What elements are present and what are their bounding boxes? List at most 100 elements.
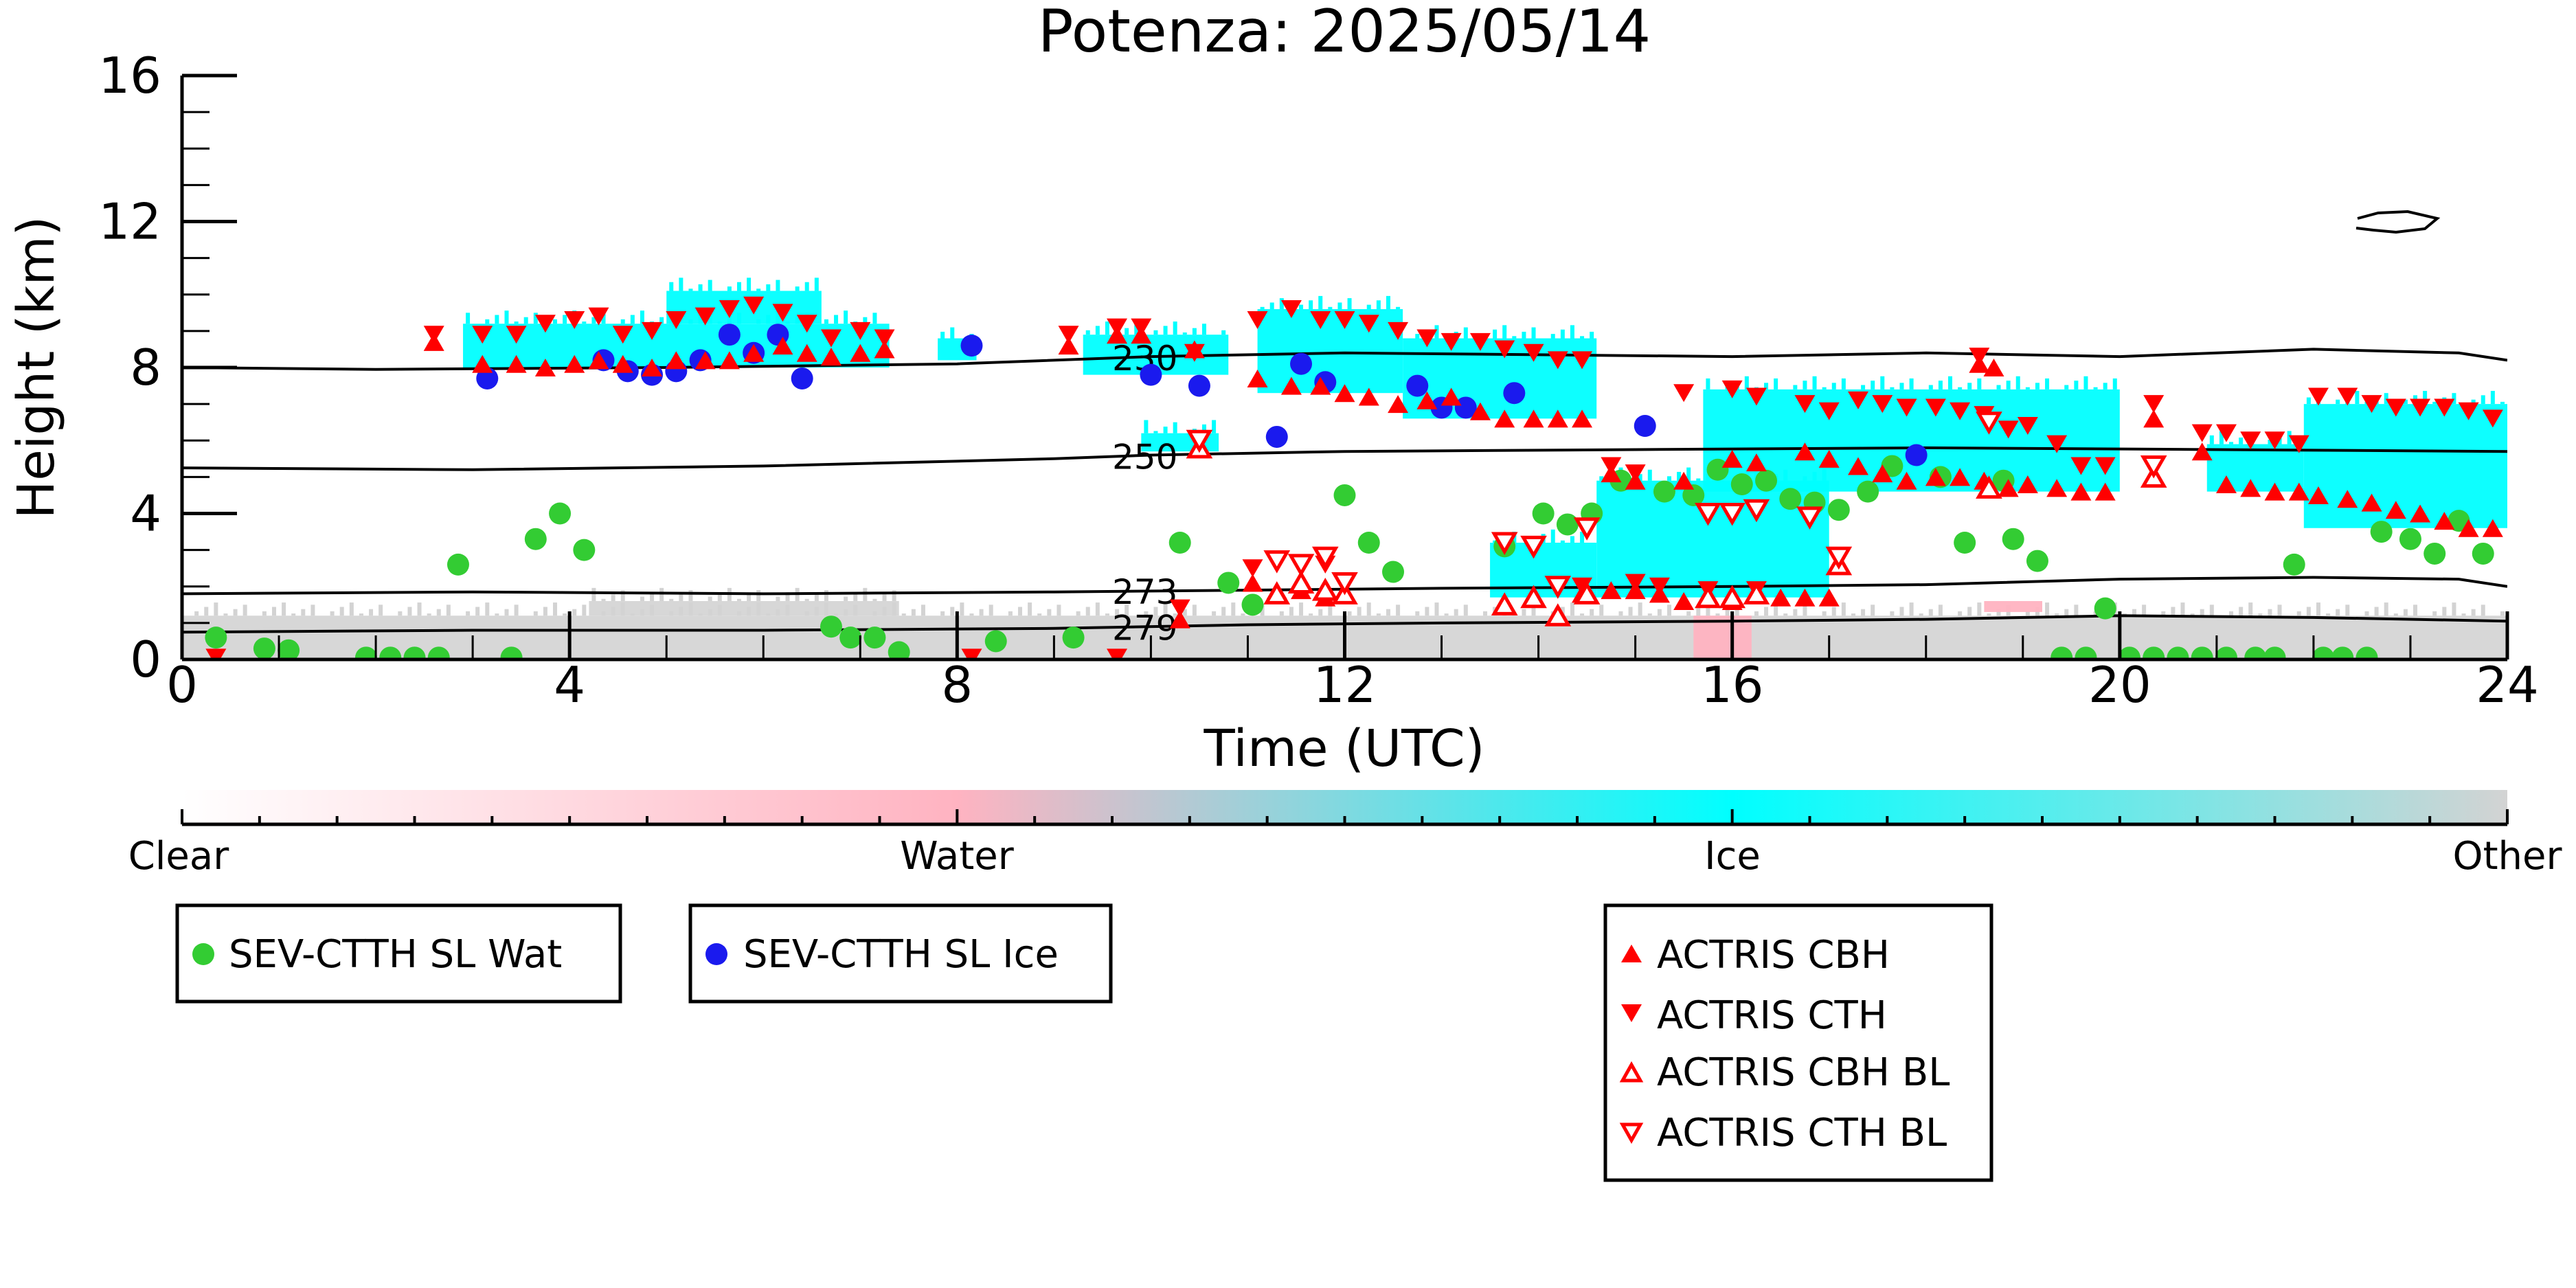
x-tick-label: 20 <box>2088 656 2151 714</box>
x-tick-label: 8 <box>941 656 973 714</box>
actris-cbh-point <box>1673 592 1695 610</box>
actris-cbh-point <box>2191 442 2213 461</box>
sev-ctth-sl-wat-point <box>1382 561 1405 583</box>
actris-cth-point <box>1107 648 1128 659</box>
sev-ctth-sl-wat-point <box>2167 646 2189 659</box>
actris-cbh-point <box>1334 384 1355 403</box>
sev-ctth-sl-wat-point <box>253 637 275 659</box>
actris-cth-bl-point <box>1186 429 1213 453</box>
actris-cth-point <box>2094 457 2116 475</box>
actris-cth-point <box>796 315 817 333</box>
sev-ctth-sl-wat-point <box>888 641 910 659</box>
actris-cth-point <box>2410 398 2431 417</box>
cloud-region-other <box>589 601 899 616</box>
sev-ctth-sl-ice-point <box>476 367 499 389</box>
actris-cth-point <box>1131 318 1152 337</box>
actris-cbh-point <box>2288 482 2309 501</box>
sev-ctth-sl-wat-point <box>2424 542 2446 565</box>
sev-ctth-sl-wat-point <box>820 615 842 638</box>
sev-ctth-sl-ice-point <box>1290 352 1313 375</box>
actris-cth-point <box>472 326 493 344</box>
actris-cbh-bl-point <box>1743 581 1770 605</box>
sev-ctth-sl-wat-point <box>427 646 450 659</box>
sev-ctth-sl-wat-point <box>1241 594 1264 616</box>
actris-cth-point <box>1247 310 1268 329</box>
actris-cbh-point <box>1572 409 1593 428</box>
actris-cbh-point <box>1280 376 1302 395</box>
actris-cbh-bl-point <box>1573 581 1601 605</box>
actris-cbh-point <box>2264 482 2285 501</box>
actris-cbh-point <box>1547 409 1568 428</box>
sev-ctth-sl-wat-point <box>863 626 886 649</box>
actris-cbh-point <box>820 348 841 366</box>
actris-cbh-point <box>1310 376 1331 395</box>
actris-cth-bl-point <box>1311 546 1339 570</box>
actris-cbh-point <box>534 359 556 376</box>
actris-cth-point <box>1388 321 1409 340</box>
actris-cbh-point <box>694 351 716 370</box>
sev-ctth-sl-wat-point <box>2263 646 2286 659</box>
sev-ctth-sl-wat-point <box>2118 646 2140 659</box>
sev-ctth-sl-ice-point <box>791 367 813 389</box>
actris-cbh-point <box>772 337 793 355</box>
x-tick-label: 0 <box>166 656 198 714</box>
actris-cth-point <box>694 307 716 326</box>
sev-ctth-sl-wat-point <box>1779 488 1802 510</box>
actris-cth-point <box>1721 380 1743 398</box>
actris-cth-point <box>564 310 585 329</box>
sev-ctth-sl-wat-point <box>1954 532 1976 554</box>
sev-ctth-sl-ice-point <box>1140 363 1162 386</box>
actris-cbh-bl-point <box>1544 603 1572 626</box>
actris-cth-bl-point <box>1491 532 1518 556</box>
actris-cbh-point <box>1058 337 1079 355</box>
actris-cth-point <box>1601 457 1622 475</box>
actris-cth-point <box>666 310 687 329</box>
sev-ctth-sl-wat-point <box>1857 480 1879 503</box>
actris-cth-point <box>2143 395 2165 414</box>
legend-marker-wat <box>192 943 214 965</box>
sev-ctth-sl-wat-point <box>1881 455 1903 477</box>
actris-cth-point <box>1969 348 1990 366</box>
actris-cbh-bl-point <box>1719 585 1745 609</box>
isotherm-label-279: 279 <box>1112 608 1177 648</box>
actris-cth-bl-point <box>1544 576 1572 599</box>
legend-label: SEV-CTTH SL Ice <box>743 932 1059 977</box>
actris-cbh-point <box>1848 457 1869 475</box>
actris-cth-point <box>1440 332 1462 351</box>
actris-cth-point <box>1872 395 1893 414</box>
legend-marker-cbh <box>1621 945 1642 962</box>
actris-cth-point <box>2240 431 2261 450</box>
actris-cbh-point <box>796 343 817 362</box>
actris-cbh-bl-point <box>1311 578 1339 601</box>
sev-ctth-sl-wat-point <box>1653 480 1675 503</box>
actris-cth-point <box>1673 384 1695 403</box>
actris-cbh-point <box>1745 453 1767 472</box>
sev-ctth-sl-wat-point <box>1168 532 1191 554</box>
actris-cth-point <box>1280 300 1302 318</box>
actris-cth-point <box>2361 395 2382 414</box>
sev-ctth-sl-wat-point <box>573 539 596 561</box>
sev-ctth-sl-wat-point <box>1357 532 1380 554</box>
colorbar-label-clear: Clear <box>128 834 229 879</box>
actris-cth-point <box>820 329 841 348</box>
actris-cbh-point <box>2017 475 2038 493</box>
actris-cbh-point <box>743 343 765 362</box>
x-tick-label: 4 <box>554 656 585 714</box>
chart-title: Potenza: 2025/05/14 <box>1038 0 1651 66</box>
actris-cth-point <box>1896 398 1917 417</box>
actris-cth-point <box>506 326 527 344</box>
actris-cth-point <box>1058 326 1079 344</box>
sev-ctth-sl-wat-point <box>1682 484 1705 506</box>
actris-cth-point <box>2264 431 2285 450</box>
isotherm-line-279 <box>182 614 2507 634</box>
actris-cth-point <box>1242 559 1263 578</box>
phase-colorbar: Clear Water Ice Other <box>128 790 2562 879</box>
actris-cth-point <box>2215 424 2237 442</box>
legend-label: SEV-CTTH SL Wat <box>229 932 562 977</box>
sev-ctth-sl-wat-point <box>2331 646 2354 659</box>
legend-marker-ice <box>705 943 727 965</box>
actris-cth-point <box>961 648 982 659</box>
sev-ctth-sl-wat-point <box>1217 572 1240 594</box>
actris-cth-point <box>1494 340 1515 359</box>
cloud-region-ice <box>2303 404 2507 528</box>
